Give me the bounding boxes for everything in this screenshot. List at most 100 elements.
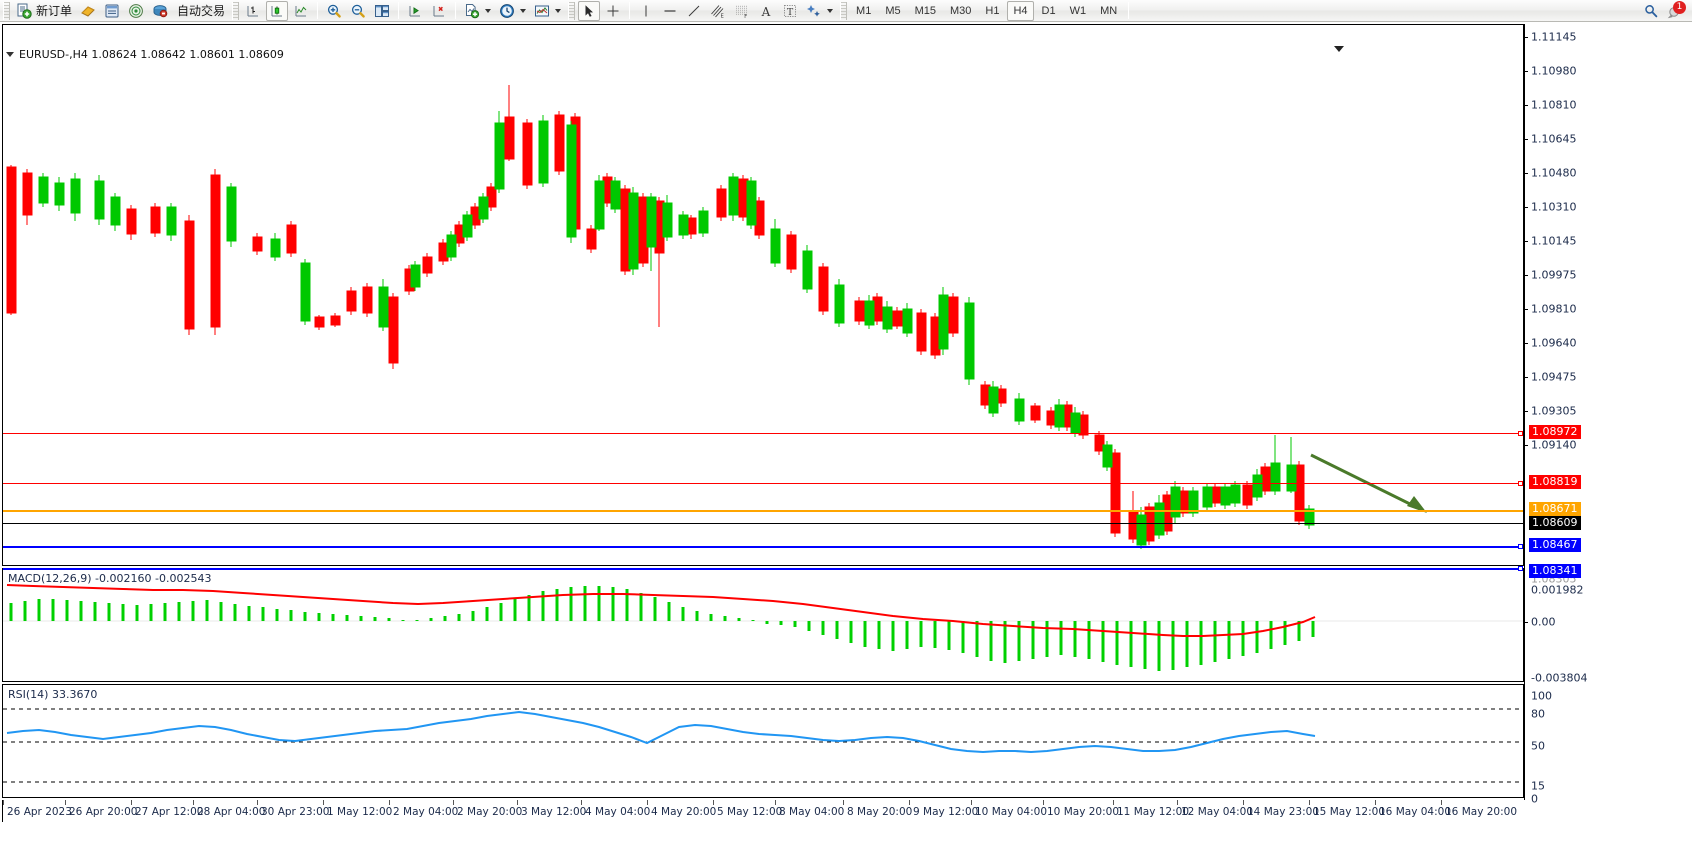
time-label-1: 26 Apr 20:00 — [69, 806, 138, 818]
timeframe-m1-label: M1 — [856, 4, 872, 17]
alerts-button[interactable]: 1 — [1664, 0, 1686, 21]
new-order-button[interactable]: 新订单 — [13, 1, 75, 21]
fibonacci-button[interactable]: F — [731, 1, 753, 21]
fibonacci-icon: F — [734, 3, 750, 19]
timeframe-m5-label: M5 — [885, 4, 901, 17]
tile-windows-icon — [374, 3, 390, 19]
price-tag-resistance-2[interactable]: 1.08819 — [1529, 475, 1581, 489]
level-handle-support-1[interactable] — [1518, 544, 1523, 549]
time-label-10: 4 May 20:00 — [651, 806, 717, 818]
indicators-caret-icon[interactable] — [485, 8, 492, 13]
level-handle-resistance-2[interactable] — [1518, 481, 1523, 486]
auto-scroll-icon — [431, 3, 447, 19]
equidistant-channel-icon: E — [710, 3, 726, 19]
toolbar-grip-3[interactable] — [568, 1, 576, 20]
candlestick-button[interactable] — [266, 0, 289, 21]
timeframe-w1[interactable]: W1 — [1064, 1, 1093, 21]
price-tag-support-1[interactable]: 1.08467 — [1529, 538, 1581, 552]
timeframe-m30[interactable]: M30 — [944, 1, 977, 21]
chart-shift-button[interactable] — [404, 1, 426, 21]
bar-chart-icon — [245, 3, 261, 19]
time-label-6: 2 May 04:00 — [393, 806, 459, 818]
price-tag-pivot[interactable]: 1.08671 — [1529, 502, 1581, 516]
time-label-16: 10 May 20:00 — [1047, 806, 1120, 818]
price-tick-10: 1.09475 — [1531, 370, 1577, 384]
zoom-out-button[interactable] — [347, 1, 369, 21]
cursor-button[interactable] — [578, 0, 601, 21]
save-chart-button[interactable] — [77, 1, 99, 21]
price-pane[interactable] — [2, 24, 1524, 566]
text-label-button[interactable]: T — [779, 1, 801, 21]
period-button[interactable] — [496, 1, 529, 21]
level-handle-support-2[interactable] — [1518, 566, 1523, 571]
level-line-resistance-2[interactable] — [3, 481, 1523, 486]
level-line-last-price — [3, 523, 1523, 524]
zoom-in-button[interactable] — [323, 1, 345, 21]
timeframe-h4-label: H4 — [1013, 4, 1028, 17]
bar-chart-button[interactable] — [242, 1, 264, 21]
search-button[interactable] — [1640, 1, 1662, 21]
price-tick-2: 1.10810 — [1531, 98, 1577, 112]
macd-label: MACD(12,26,9) -0.002160 -0.002543 — [8, 572, 212, 585]
equidistant-channel-button[interactable]: E — [707, 1, 729, 21]
time-label-5: 1 May 12:00 — [327, 806, 393, 818]
main-toolbar: 新订单 — [0, 0, 1692, 22]
price-tick-5: 1.10310 — [1531, 200, 1577, 214]
price-tag-support-2[interactable]: 1.08341 — [1529, 564, 1581, 578]
level-handle-resistance-1[interactable] — [1518, 431, 1523, 436]
macd-tick-1: 0.00 — [1531, 615, 1556, 629]
market-watch-button[interactable] — [125, 1, 147, 21]
price-tag-last-price: 1.08609 — [1529, 516, 1581, 530]
line-chart-button[interactable] — [290, 1, 312, 21]
toolbar-separator-1 — [317, 2, 319, 19]
text-button[interactable]: A — [755, 1, 777, 21]
trend-line-button[interactable] — [683, 1, 705, 21]
templates-button[interactable] — [531, 1, 564, 21]
chart-menu-caret-icon[interactable] — [6, 52, 14, 57]
level-line-resistance-1[interactable] — [3, 431, 1523, 436]
horizontal-line-button[interactable] — [659, 1, 681, 21]
level-line-support-1[interactable] — [3, 544, 1523, 549]
rsi-pane[interactable]: RSI(14) 33.3670 — [2, 684, 1524, 798]
symbol-ohlc-text: EURUSD-,H4 1.08624 1.08642 1.08601 1.086… — [19, 48, 284, 61]
timeframe-d1[interactable]: D1 — [1036, 1, 1062, 21]
symbol-header[interactable]: EURUSD-,H4 1.08624 1.08642 1.08601 1.086… — [6, 48, 284, 61]
time-label-2: 27 Apr 12:00 — [135, 806, 204, 818]
crosshair-icon — [605, 3, 621, 19]
crosshair-button[interactable] — [602, 1, 624, 21]
timeframe-h1[interactable]: H1 — [979, 1, 1005, 21]
level-line-pivot[interactable] — [3, 510, 1523, 512]
indicators-button[interactable] — [461, 1, 494, 21]
timeframe-m5[interactable]: M5 — [879, 1, 906, 21]
auto-scroll-button[interactable] — [428, 1, 450, 21]
timeframe-h4[interactable]: H4 — [1007, 0, 1034, 21]
toolbar-grip-1[interactable] — [3, 1, 10, 20]
auto-trading-button[interactable]: 自动交易 — [173, 1, 228, 21]
period-caret-icon[interactable] — [520, 8, 527, 13]
alerts-badge: 1 — [1673, 0, 1686, 14]
shapes-caret-icon[interactable] — [827, 8, 834, 13]
price-tag-resistance-1[interactable]: 1.08972 — [1529, 425, 1581, 439]
timeframe-w1-label: W1 — [1069, 4, 1087, 17]
timeframe-m1[interactable]: M1 — [850, 1, 877, 21]
navigator-button[interactable] — [149, 1, 171, 21]
time-label-20: 15 May 12:00 — [1313, 806, 1386, 818]
toolbar-grip-4[interactable] — [840, 1, 848, 20]
rsi-tick-3: 15 — [1531, 779, 1545, 793]
new-order-icon — [16, 3, 32, 19]
data-window-button[interactable] — [101, 1, 123, 21]
vertical-line-button[interactable] — [635, 1, 657, 21]
timeframe-mn[interactable]: MN — [1094, 1, 1123, 21]
level-line-support-2[interactable] — [3, 566, 1523, 571]
time-axis[interactable]: 26 Apr 2023 26 Apr 20:00 27 Apr 12:00 28… — [2, 800, 1524, 822]
timeframe-m15[interactable]: M15 — [909, 1, 942, 21]
toolbar-grip-2[interactable] — [232, 1, 240, 20]
macd-pane[interactable]: MACD(12,26,9) -0.002160 -0.002543 — [2, 568, 1524, 682]
tile-windows-button[interactable] — [371, 1, 393, 21]
chart-collapse-caret-icon[interactable] — [1334, 46, 1344, 52]
chart-area[interactable]: MACD(12,26,9) -0.002160 -0.002543 — [0, 22, 1692, 854]
shapes-button[interactable] — [803, 1, 836, 21]
price-tick-8: 1.09810 — [1531, 302, 1577, 316]
price-axis[interactable]: 1.11145 1.10980 1.10810 1.10645 1.10480 … — [1524, 24, 1690, 806]
templates-caret-icon[interactable] — [555, 8, 562, 13]
